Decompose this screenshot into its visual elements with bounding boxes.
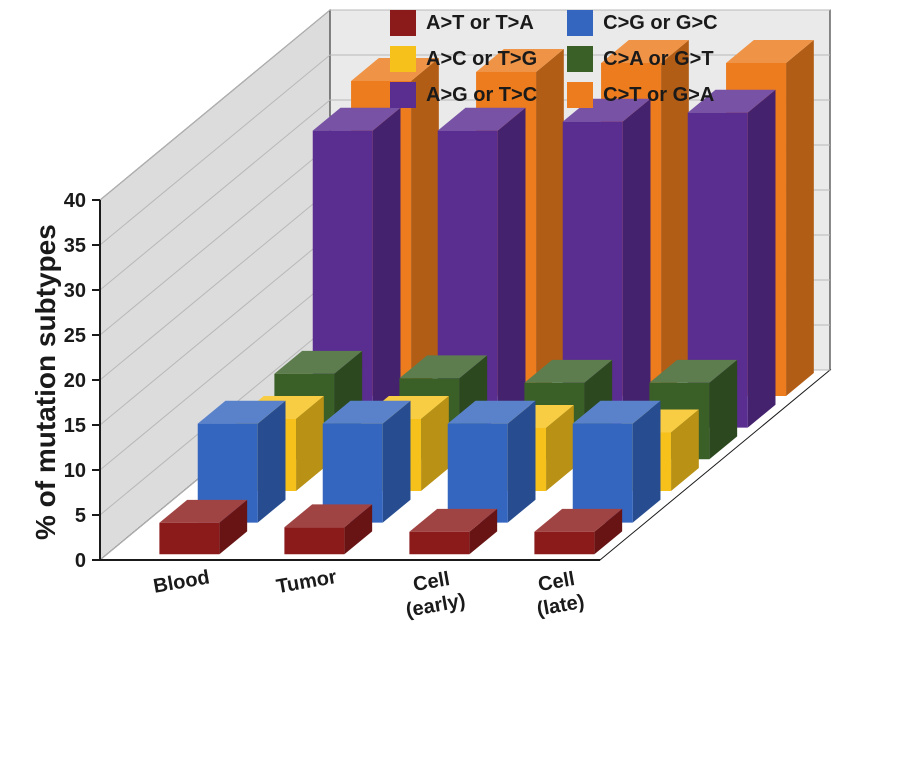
x-tick-label: Blood <box>152 566 212 598</box>
bar <box>573 401 661 523</box>
bar <box>323 401 411 523</box>
x-tick-label: Tumor <box>275 566 339 598</box>
svg-text:Blood: Blood <box>152 566 212 598</box>
legend-swatch <box>567 82 593 108</box>
bar <box>448 401 536 523</box>
bar-front <box>409 532 469 555</box>
bar-side <box>623 99 651 428</box>
x-tick-label: Cell(late) <box>531 567 586 621</box>
bar-front <box>573 424 633 523</box>
legend-item-ac: A>C or T>G <box>390 46 537 72</box>
legend-swatch <box>390 82 416 108</box>
legend-swatch <box>390 10 416 36</box>
legend-item-ca: C>A or G>T <box>567 46 717 72</box>
legend-label: A>C or T>G <box>426 48 537 71</box>
y-tick-label: 5 <box>75 505 86 527</box>
y-tick-label: 15 <box>64 415 86 437</box>
legend-label: C>G or G>C <box>603 12 717 35</box>
legend-item-ct: C>T or G>A <box>567 82 717 108</box>
y-tick-label: 35 <box>64 235 86 257</box>
bar-side <box>411 58 439 396</box>
legend-label: A>T or T>A <box>426 12 534 35</box>
bar-front <box>284 527 344 554</box>
svg-text:(early): (early) <box>404 590 467 622</box>
y-tick-label: 10 <box>64 460 86 482</box>
bar-front <box>448 424 508 523</box>
svg-text:Tumor: Tumor <box>275 566 339 598</box>
legend-item-cg: C>G or G>C <box>567 10 717 36</box>
bar-side <box>786 40 814 396</box>
legend-label: A>G or T>C <box>426 84 537 107</box>
legend-swatch <box>390 46 416 72</box>
legend-label: C>T or G>A <box>603 84 714 107</box>
bar-chart-3d: 0 5 10 15 20 25 30 35 40 Blood Tumor Cell(early) Cel… <box>0 0 897 757</box>
bar-front <box>534 532 594 555</box>
legend-item-ag: A>G or T>C <box>390 82 537 108</box>
bar-side <box>748 90 776 428</box>
y-tick-label: 40 <box>64 190 86 212</box>
legend: A>T or T>A C>G or G>C A>C or T>G C>A or G>T… <box>390 10 718 108</box>
y-tick-label: 0 <box>75 550 86 572</box>
legend-swatch <box>567 46 593 72</box>
y-tick-label: 30 <box>64 280 86 302</box>
legend-item-at: A>T or T>A <box>390 10 537 36</box>
bar-front <box>159 523 219 555</box>
x-tick-label: Cell(early) <box>400 566 467 622</box>
y-tick-label: 20 <box>64 370 86 392</box>
bar-side <box>373 108 401 428</box>
legend-label: C>A or G>T <box>603 48 713 71</box>
y-tick-label: 25 <box>64 325 86 347</box>
legend-swatch <box>567 10 593 36</box>
bar-side <box>498 108 526 428</box>
y-axis-label: % of mutation subtypes <box>30 224 62 540</box>
